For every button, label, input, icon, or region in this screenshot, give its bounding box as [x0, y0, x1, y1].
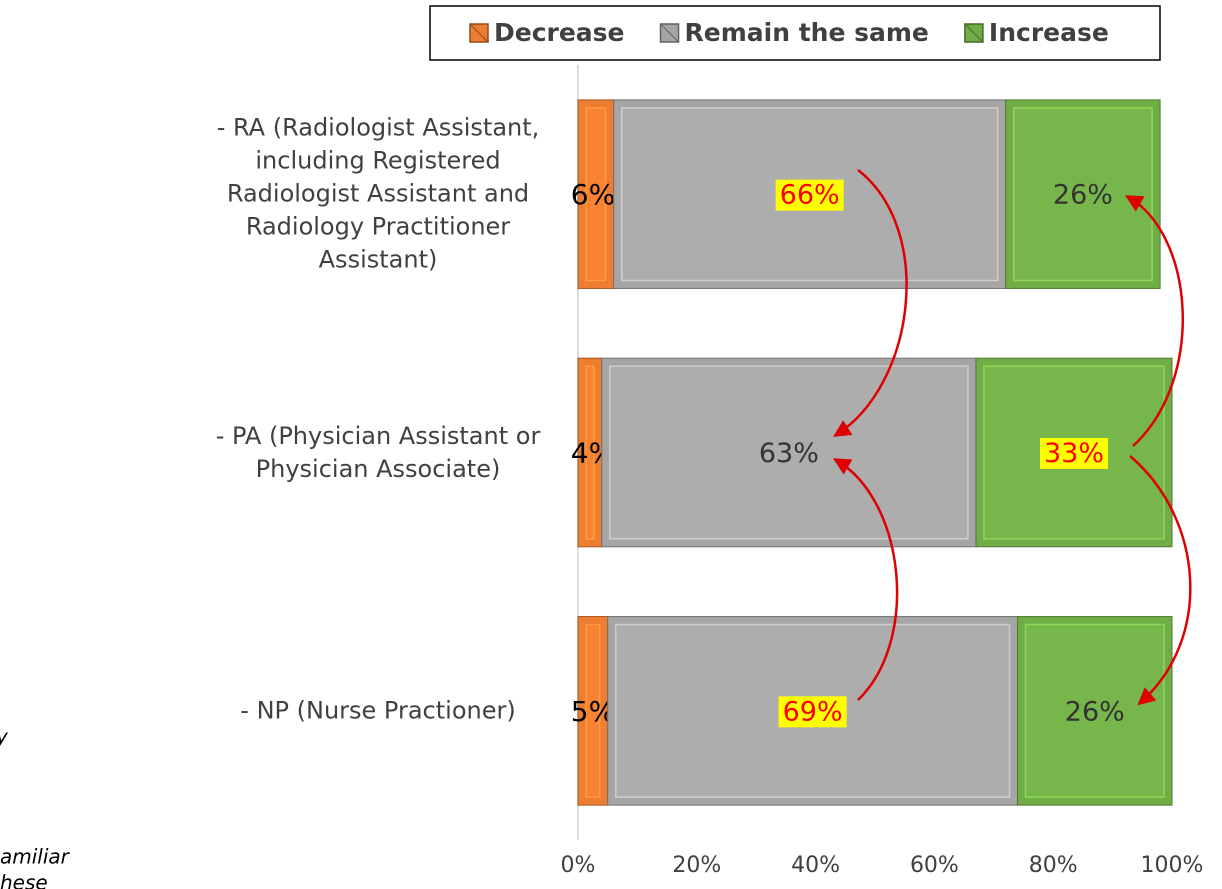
side-note: y [0, 725, 9, 749]
category-label: - PA (Physician Assistant or Physician A… [215, 421, 541, 483]
x-tick-label: 100% [1141, 853, 1204, 878]
bar-bevel [585, 623, 601, 798]
arrows [832, 169, 1192, 706]
legend-swatch-bevel [660, 23, 679, 43]
arrow [1129, 455, 1192, 706]
bar-bevel [585, 107, 607, 282]
marks: 0% 20% 40% 60% 80% 100%6% 66% 26%4% 63% 33%5% 69% 2… [469, 18, 1204, 878]
arrow [833, 169, 908, 437]
x-tick-label: 0% [561, 853, 596, 878]
data-label: 26% [1065, 696, 1125, 727]
bar-bevel [609, 365, 969, 540]
legend-swatch-bevel [469, 23, 489, 43]
x-tick-label: 80% [1029, 853, 1078, 878]
data-label: 69% [783, 696, 843, 727]
category-label: - NP (Nurse Practioner) [240, 696, 516, 725]
bar-bevel [1024, 623, 1165, 798]
category-label: - RA (Radiologist Assistant, including R… [216, 113, 540, 274]
legend-label: Decrease [494, 18, 625, 47]
data-label: 26% [1053, 180, 1113, 211]
legend-label: Increase [989, 18, 1109, 47]
arrow [832, 458, 899, 701]
legend-label: Remain the same [685, 18, 929, 47]
x-tick-label: 20% [672, 853, 721, 878]
bar-bevel [1012, 107, 1153, 282]
label-highlight [1039, 438, 1108, 469]
side-note: amiliar [0, 845, 71, 869]
arrow [1124, 195, 1184, 447]
data-label: 6% [571, 178, 615, 211]
bar-bevel [585, 365, 595, 540]
side-note: hese [0, 871, 48, 889]
data-label: 33% [1044, 438, 1104, 469]
legend-swatch-bevel [964, 23, 984, 43]
label-highlight [775, 179, 844, 211]
x-tick-label: 60% [910, 853, 959, 878]
x-tick-label: 40% [791, 853, 840, 878]
label-highlight [778, 696, 847, 728]
legend-box [429, 5, 1161, 61]
data-label: 63% [759, 438, 819, 469]
data-label: 66% [780, 180, 840, 211]
